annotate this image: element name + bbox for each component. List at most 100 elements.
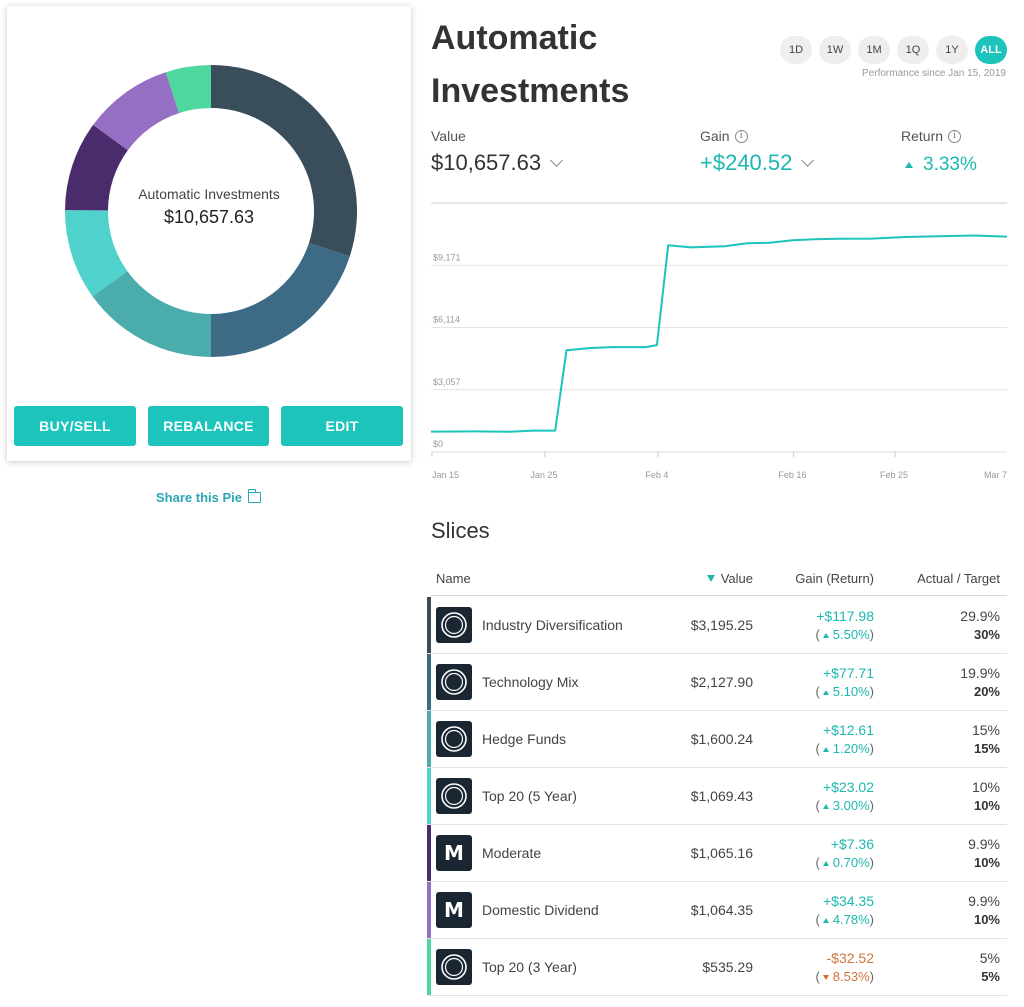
down-arrow-icon [822,975,829,980]
rebalance-button[interactable]: REBALANCE [148,406,269,446]
slice-value: $1,069.43 [690,788,753,804]
up-arrow-icon [822,690,829,695]
slice-gain: +$77.71 [823,665,874,681]
slice-value: $1,600.24 [690,731,753,747]
gain-info-icon[interactable]: i [734,129,748,143]
donut-chart[interactable] [61,61,361,361]
gain-chevron-down-icon[interactable] [801,153,815,167]
y-tick-label: $9,171 [433,252,461,262]
slice-name: Moderate [482,845,542,861]
sort-desc-icon [706,575,715,582]
period-1m[interactable]: 1M [858,36,890,64]
slice-target: 5% [981,969,1000,984]
col-gain[interactable]: Gain (Return) [795,571,874,586]
slice-return-value: 1.20% [832,741,870,756]
total-return: 3.33% [905,154,977,176]
x-tick-label: Jan 25 [530,470,557,480]
period-selector: 1D 1W 1M 1Q 1Y ALL [780,36,1007,64]
slices-title: Slices [431,518,490,543]
slice-actual: 15% [971,722,1000,738]
col-actual-target[interactable]: Actual / Target [917,571,1000,586]
return-label: Return i [901,128,962,144]
value-chevron-down-icon[interactable] [550,153,563,167]
gain-stat: +$240.52 [700,150,815,176]
slice-value: $2,127.90 [690,674,753,690]
value-label: Value [431,128,466,144]
page-title: Automatic Investments [431,19,630,110]
donut-segment-2[interactable] [92,271,211,357]
period-1q[interactable]: 1Q [897,36,929,64]
return-stat: 3.33% [905,154,977,176]
slices-table-body: Industry Diversification $3,195.25 +$117.9… [427,597,1007,996]
edit-button[interactable]: EDIT [281,406,403,446]
buy-sell-button[interactable]: BUY/SELL [14,406,136,446]
donut-segment-1[interactable] [211,242,350,357]
up-arrow-icon [822,633,829,638]
table-row[interactable]: Technology Mix $2,127.90 +$77.71 (5.10%) 19.… [427,654,1007,711]
slice-gain: +$12.61 [823,722,874,738]
share-pie-link[interactable]: Share this Pie [156,489,261,505]
series-line-0[interactable] [431,234,1007,433]
table-row[interactable]: Top 20 (5 Year) $1,069.43 +$23.02 (3.00%) 10… [427,768,1007,825]
slice-name: Hedge Funds [482,731,567,747]
slice-target: 20% [973,684,1000,699]
x-tick-label: Jan 15 [432,470,459,480]
slice-return: (4.78%) [815,912,874,927]
slice-color-bar [427,711,431,767]
donut-segment-0[interactable] [211,65,357,257]
donut-segment-6[interactable] [165,65,211,114]
slice-gain: -$32.52 [826,950,874,966]
slice-gain: +$23.02 [823,779,874,795]
donut-segment-4[interactable] [65,124,128,211]
slice-name: Top 20 (5 Year) [482,788,577,804]
slice-value: $3,195.25 [690,617,753,633]
slice-color-bar [427,768,431,824]
m-logo-icon: M [436,835,472,871]
gain-label-text: Gain [700,128,730,144]
slice-color-bar [427,654,431,710]
col-name[interactable]: Name [436,571,471,586]
pie-card: Automatic Investments $10,657.63 BUY/SEL… [7,6,411,461]
donut-segment-5[interactable] [93,72,180,151]
slice-target: 10% [973,855,1000,870]
slice-actual: 9.9% [968,836,1000,852]
slice-gain: +$34.35 [823,893,874,909]
slice-return-value: 3.00% [832,798,870,813]
gain-label: Gain i [700,128,748,144]
return-info-icon[interactable]: i [948,129,962,143]
pie-logo-icon [436,607,472,643]
x-tick-label: Feb 4 [645,470,668,480]
slice-color-bar [427,597,431,653]
table-row[interactable]: Top 20 (3 Year) $535.29 -$32.52 (8.53%) 5% 5% [427,939,1007,996]
folder-share-icon [247,489,261,503]
period-1w[interactable]: 1W [819,36,851,64]
donut-segment-3[interactable] [65,210,128,297]
col-value[interactable]: Value [706,571,753,586]
period-all[interactable]: ALL [975,36,1007,64]
table-row[interactable]: Industry Diversification $3,195.25 +$117.9… [427,597,1007,654]
slice-target: 30% [973,627,1000,642]
pie-logo-icon [436,778,472,814]
period-1d[interactable]: 1D [780,36,812,64]
slice-value: $535.29 [702,959,753,975]
up-arrow-icon [822,804,829,809]
period-1y[interactable]: 1Y [936,36,968,64]
slice-actual: 9.9% [968,893,1000,909]
x-tick-label: Feb 25 [880,470,908,480]
table-row[interactable]: M Moderate $1,065.16 +$7.36 (0.70%) 9.9% 10% [427,825,1007,882]
table-row[interactable]: M Domestic Dividend $1,064.35 +$34.35 (4.78%… [427,882,1007,939]
y-tick-label: $3,057 [433,377,461,387]
pie-logo-icon [436,664,472,700]
slice-actual: 29.9% [960,608,1000,624]
slice-return-value: 5.10% [832,684,870,699]
slice-name: Domestic Dividend [482,902,599,918]
pie-center-label: Automatic Investments [138,186,280,202]
performance-chart[interactable]: $0 $3,057 $6,114 $9,171 Jan 15 Jan 25 Feb 4 Feb… [431,200,1007,490]
table-row[interactable]: Hedge Funds $1,600.24 +$12.61 (1.20%) 15% 15% [427,711,1007,768]
slice-value: $1,065.16 [690,845,753,861]
slice-return: (8.53%) [815,969,874,984]
value-stat: $10,657.63 [431,150,563,176]
slice-return: (1.20%) [815,741,874,756]
slice-return-value: 0.70% [832,855,870,870]
pie-logo-icon [436,721,472,757]
